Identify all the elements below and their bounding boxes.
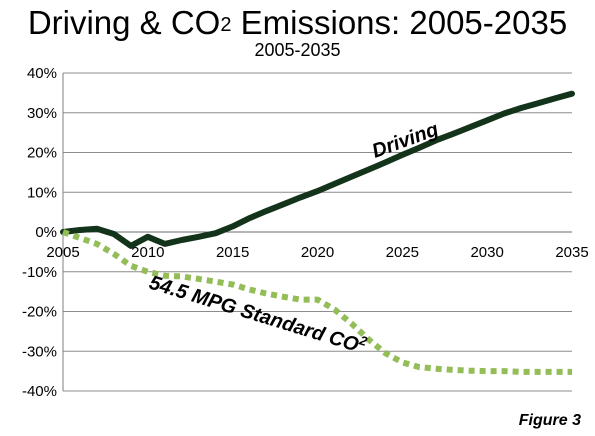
y-tick-label: 10% — [27, 184, 57, 201]
y-tick-label: 0% — [35, 224, 57, 241]
x-axis-ticks: 2005 2010 2015 2020 2025 2030 2035 — [46, 244, 588, 261]
y-tick-label: 40% — [27, 65, 57, 82]
x-tick-label: 2025 — [386, 244, 419, 261]
x-tick-label: 2030 — [470, 244, 503, 261]
y-tick-label: -20% — [22, 304, 57, 321]
y-tick-label: 20% — [27, 145, 57, 162]
x-tick-label: 2020 — [301, 244, 334, 261]
figure-label: Figure 3 — [518, 412, 581, 429]
chart-title-superscript: 2 — [220, 14, 232, 36]
x-tick-label: 2035 — [555, 244, 588, 261]
chart-title-suffix: Emissions: 2005-2035 — [231, 4, 568, 41]
x-tick-label: 2005 — [46, 244, 79, 261]
y-axis-ticks: 40% 30% 20% 10% 0% -10% -20% -30% -40% — [22, 65, 57, 400]
series-line-mpg-standard — [62, 229, 572, 375]
chart-subtitle: 2005-2035 — [254, 40, 341, 60]
x-tick-label: 2010 — [131, 244, 164, 261]
y-tick-label: -10% — [22, 264, 57, 281]
gridlines — [63, 72, 572, 392]
chart-title: Driving & CO2 Emissions: 2005-2035 — [0, 4, 595, 42]
y-tick-label: -40% — [22, 383, 57, 400]
chart-title-text: Driving & CO — [27, 4, 221, 41]
series-lines — [60, 90, 575, 375]
x-tick-label: 2015 — [216, 244, 249, 261]
y-tick-label: -30% — [22, 343, 57, 360]
series-line-driving — [60, 90, 575, 249]
y-tick-label: 30% — [27, 105, 57, 122]
